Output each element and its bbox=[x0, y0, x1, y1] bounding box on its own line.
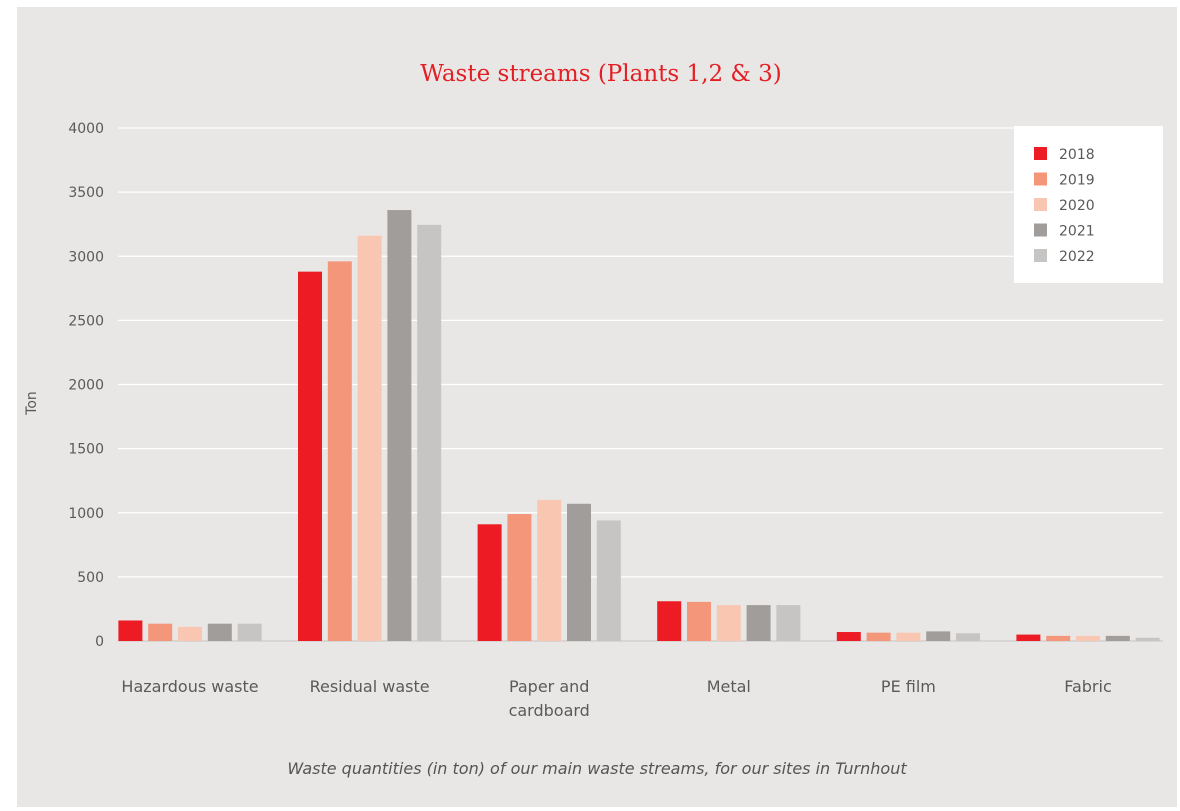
legend: 2018 2019 2020 2021 2022 bbox=[1014, 126, 1163, 283]
bar-2019 bbox=[1046, 635, 1071, 641]
y-tick-label: 2500 bbox=[68, 313, 104, 329]
bar-2022 bbox=[237, 623, 262, 641]
bar-2018 bbox=[1016, 634, 1041, 641]
bar-2021 bbox=[207, 623, 232, 641]
bar-2022 bbox=[596, 520, 621, 641]
bar-2019 bbox=[148, 623, 173, 641]
bar-2020 bbox=[896, 632, 921, 641]
bar-2018 bbox=[477, 524, 502, 641]
chart-panel bbox=[17, 7, 1177, 807]
bar-2022 bbox=[776, 605, 801, 641]
y-axis-label: Ton bbox=[24, 391, 40, 416]
legend-label: 2018 bbox=[1059, 147, 1095, 163]
bar-2018 bbox=[836, 632, 861, 641]
bar-2019 bbox=[507, 514, 532, 641]
legend-label: 2020 bbox=[1059, 198, 1095, 214]
category-label: Metal bbox=[707, 677, 751, 696]
grid-lines bbox=[118, 127, 1163, 642]
chart-caption: Waste quantities (in ton) of our main wa… bbox=[287, 759, 907, 778]
category-label: cardboard bbox=[509, 701, 590, 720]
y-tick-label: 3500 bbox=[68, 185, 104, 201]
y-tick-label: 0 bbox=[95, 634, 104, 650]
bar-2022 bbox=[956, 633, 980, 641]
y-tick-label: 4000 bbox=[68, 121, 104, 137]
category-label: Residual waste bbox=[310, 677, 430, 696]
bar-2021 bbox=[1105, 635, 1130, 641]
bar-2019 bbox=[866, 632, 891, 641]
bar-2020 bbox=[357, 235, 382, 642]
y-tick-label: 1500 bbox=[68, 442, 104, 458]
bar-2020 bbox=[1076, 635, 1100, 641]
bar-2019 bbox=[687, 601, 711, 641]
bar-2021 bbox=[567, 503, 591, 641]
legend-swatch-2022 bbox=[1034, 249, 1047, 262]
category-label: PE film bbox=[881, 677, 936, 696]
y-tick-label: 500 bbox=[77, 570, 104, 586]
bar-2018 bbox=[118, 620, 143, 641]
legend-label: 2019 bbox=[1059, 173, 1095, 189]
category-label: Hazardous waste bbox=[121, 677, 258, 696]
legend-swatch-2021 bbox=[1034, 223, 1047, 237]
legend-swatch-2018 bbox=[1034, 147, 1047, 160]
legend-swatch-2020 bbox=[1034, 198, 1047, 211]
bars bbox=[118, 210, 1160, 642]
bar-2021 bbox=[746, 605, 771, 641]
legend-swatch-2019 bbox=[1034, 172, 1047, 186]
bar-2021 bbox=[926, 631, 951, 641]
bar-2018 bbox=[298, 271, 322, 641]
y-tick-label: 2000 bbox=[68, 378, 104, 394]
y-tick-label: 1000 bbox=[68, 506, 104, 522]
legend-label: 2021 bbox=[1059, 224, 1095, 240]
bar-2020 bbox=[178, 626, 202, 641]
bar-2022 bbox=[1135, 637, 1160, 641]
bar-2020 bbox=[537, 499, 562, 641]
category-label: Paper and bbox=[509, 677, 590, 696]
bar-2019 bbox=[327, 261, 352, 641]
bar-2021 bbox=[387, 210, 412, 641]
bar-2018 bbox=[657, 601, 682, 641]
bar-2022 bbox=[417, 224, 442, 642]
bar-2020 bbox=[716, 605, 741, 641]
category-labels: Hazardous waste Residual waste Paper and ca… bbox=[121, 677, 1111, 720]
y-axis-ticks: 0 500 1000 1500 2000 2500 3000 3500 4000 bbox=[68, 121, 104, 650]
chart-title: Waste streams (Plants 1,2 & 3) bbox=[420, 61, 782, 87]
category-label: Fabric bbox=[1064, 677, 1112, 696]
legend-label: 2022 bbox=[1059, 249, 1095, 265]
y-tick-label: 3000 bbox=[68, 249, 104, 265]
